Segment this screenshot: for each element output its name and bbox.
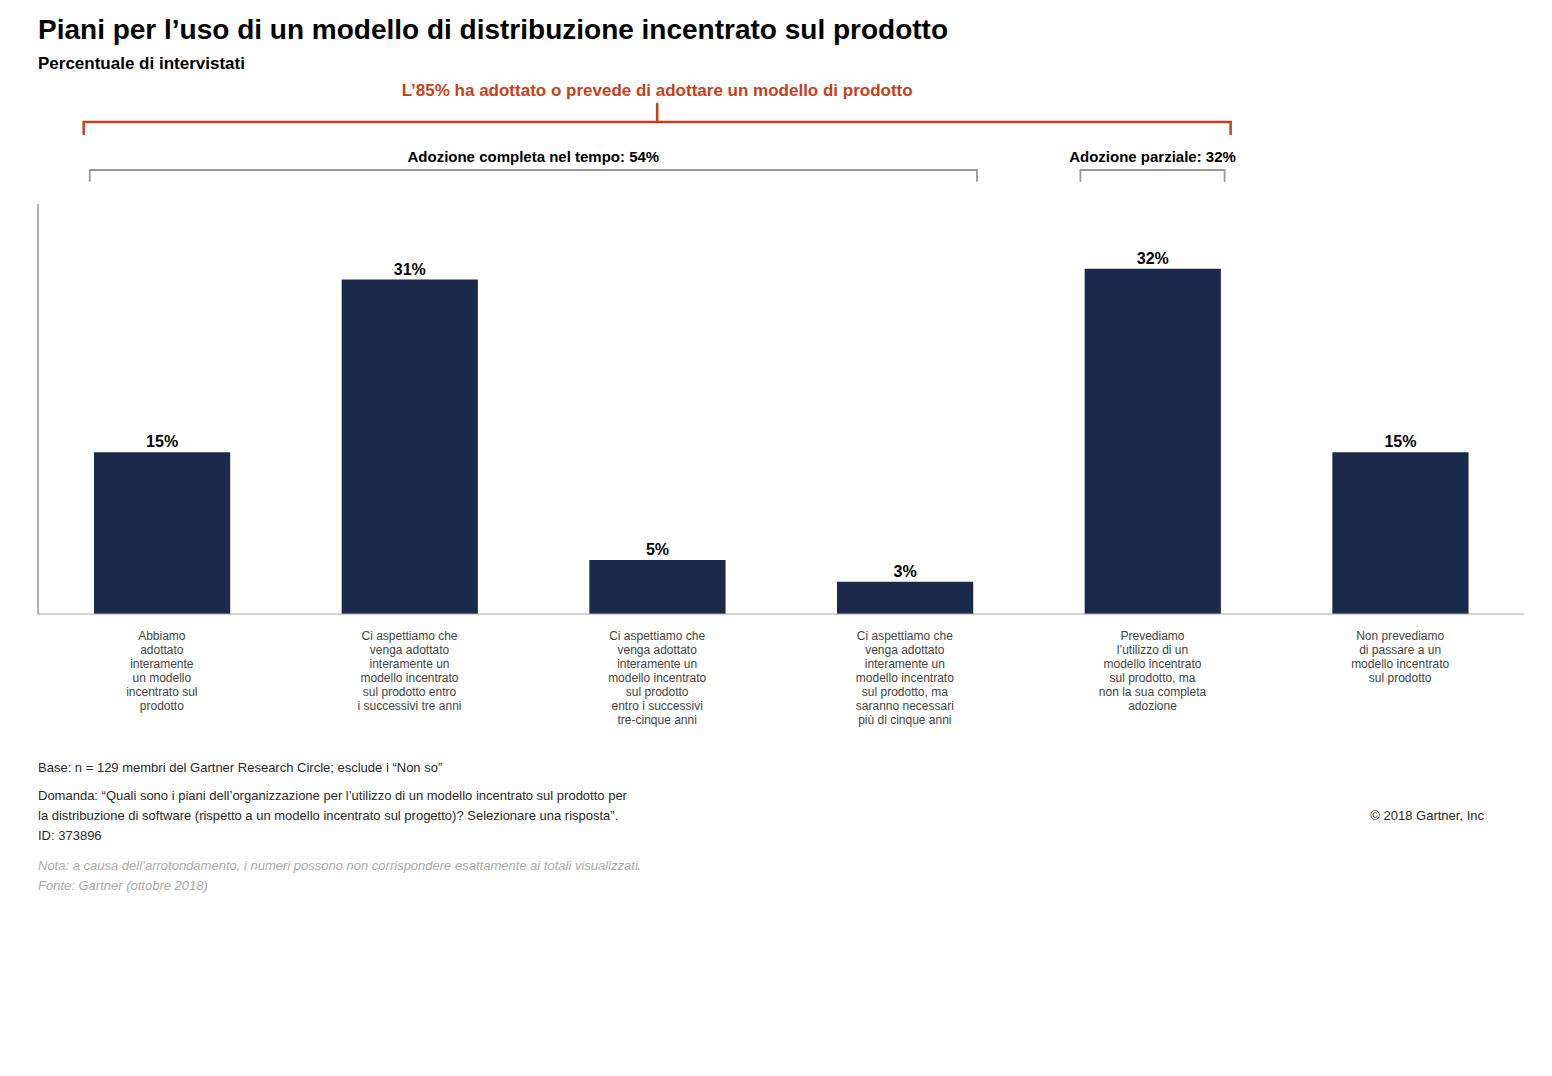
html-text:Nota: a causa dell’arrotondame: Nota: a causa dell’arrotondamento, i num… <box>38 858 642 873</box>
svg-text:Adozione completa nel tempo: 5: Adozione completa nel tempo: 54% <box>407 148 659 165</box>
html-text:© 2018 Gartner, Inc: © 2018 Gartner, Inc <box>1370 808 1484 823</box>
html-text:ID: 373896: ID: 373896 <box>38 828 102 843</box>
svg-text:Non prevediamodi passare a unm: Non prevediamodi passare a unmodello inc… <box>1351 629 1449 685</box>
svg-text:5%: 5% <box>646 541 669 558</box>
html-text:Base: n = 129 membri del Gartn: Base: n = 129 membri del Gartner Researc… <box>38 760 443 775</box>
svg-text:3%: 3% <box>894 563 917 580</box>
svg-text:15%: 15% <box>146 433 178 450</box>
html-text:Fonte: Gartner (ottobre 2018): Fonte: Gartner (ottobre 2018) <box>38 878 208 893</box>
svg-text:32%: 32% <box>1137 250 1169 267</box>
svg-text:Abbiamoadottatointeramenteun m: Abbiamoadottatointeramenteun modelloince… <box>126 629 197 713</box>
svg-text:L’85% ha adottato o prevede di: L’85% ha adottato o prevede di adottare … <box>402 81 913 100</box>
svg-text:Ci aspettiamo chevenga adottat: Ci aspettiamo chevenga adottatointeramen… <box>608 629 706 727</box>
svg-text:31%: 31% <box>394 261 426 278</box>
html-text:la distribuzione di software (: la distribuzione di software (rispetto a… <box>38 808 619 823</box>
html-text:Percentuale di intervistati: Percentuale di intervistati <box>38 54 245 73</box>
svg-text:Adozione parziale: 32%: Adozione parziale: 32% <box>1069 148 1236 165</box>
svg-text:15%: 15% <box>1384 433 1416 450</box>
svg-text:Ci aspettiamo chevenga adottat: Ci aspettiamo chevenga adottatointeramen… <box>357 629 461 713</box>
html-text:Domanda: “Quali sono i piani d: Domanda: “Quali sono i piani dell’organi… <box>38 788 627 803</box>
svg-text:Prevediamol’utilizzo di unmode: Prevediamol’utilizzo di unmodello incent… <box>1099 629 1207 713</box>
html-text:Piani per l’uso di un modello: Piani per l’uso di un modello di distrib… <box>38 14 948 45</box>
svg-text:Ci aspettiamo chevenga adottat: Ci aspettiamo chevenga adottatointeramen… <box>856 629 954 727</box>
